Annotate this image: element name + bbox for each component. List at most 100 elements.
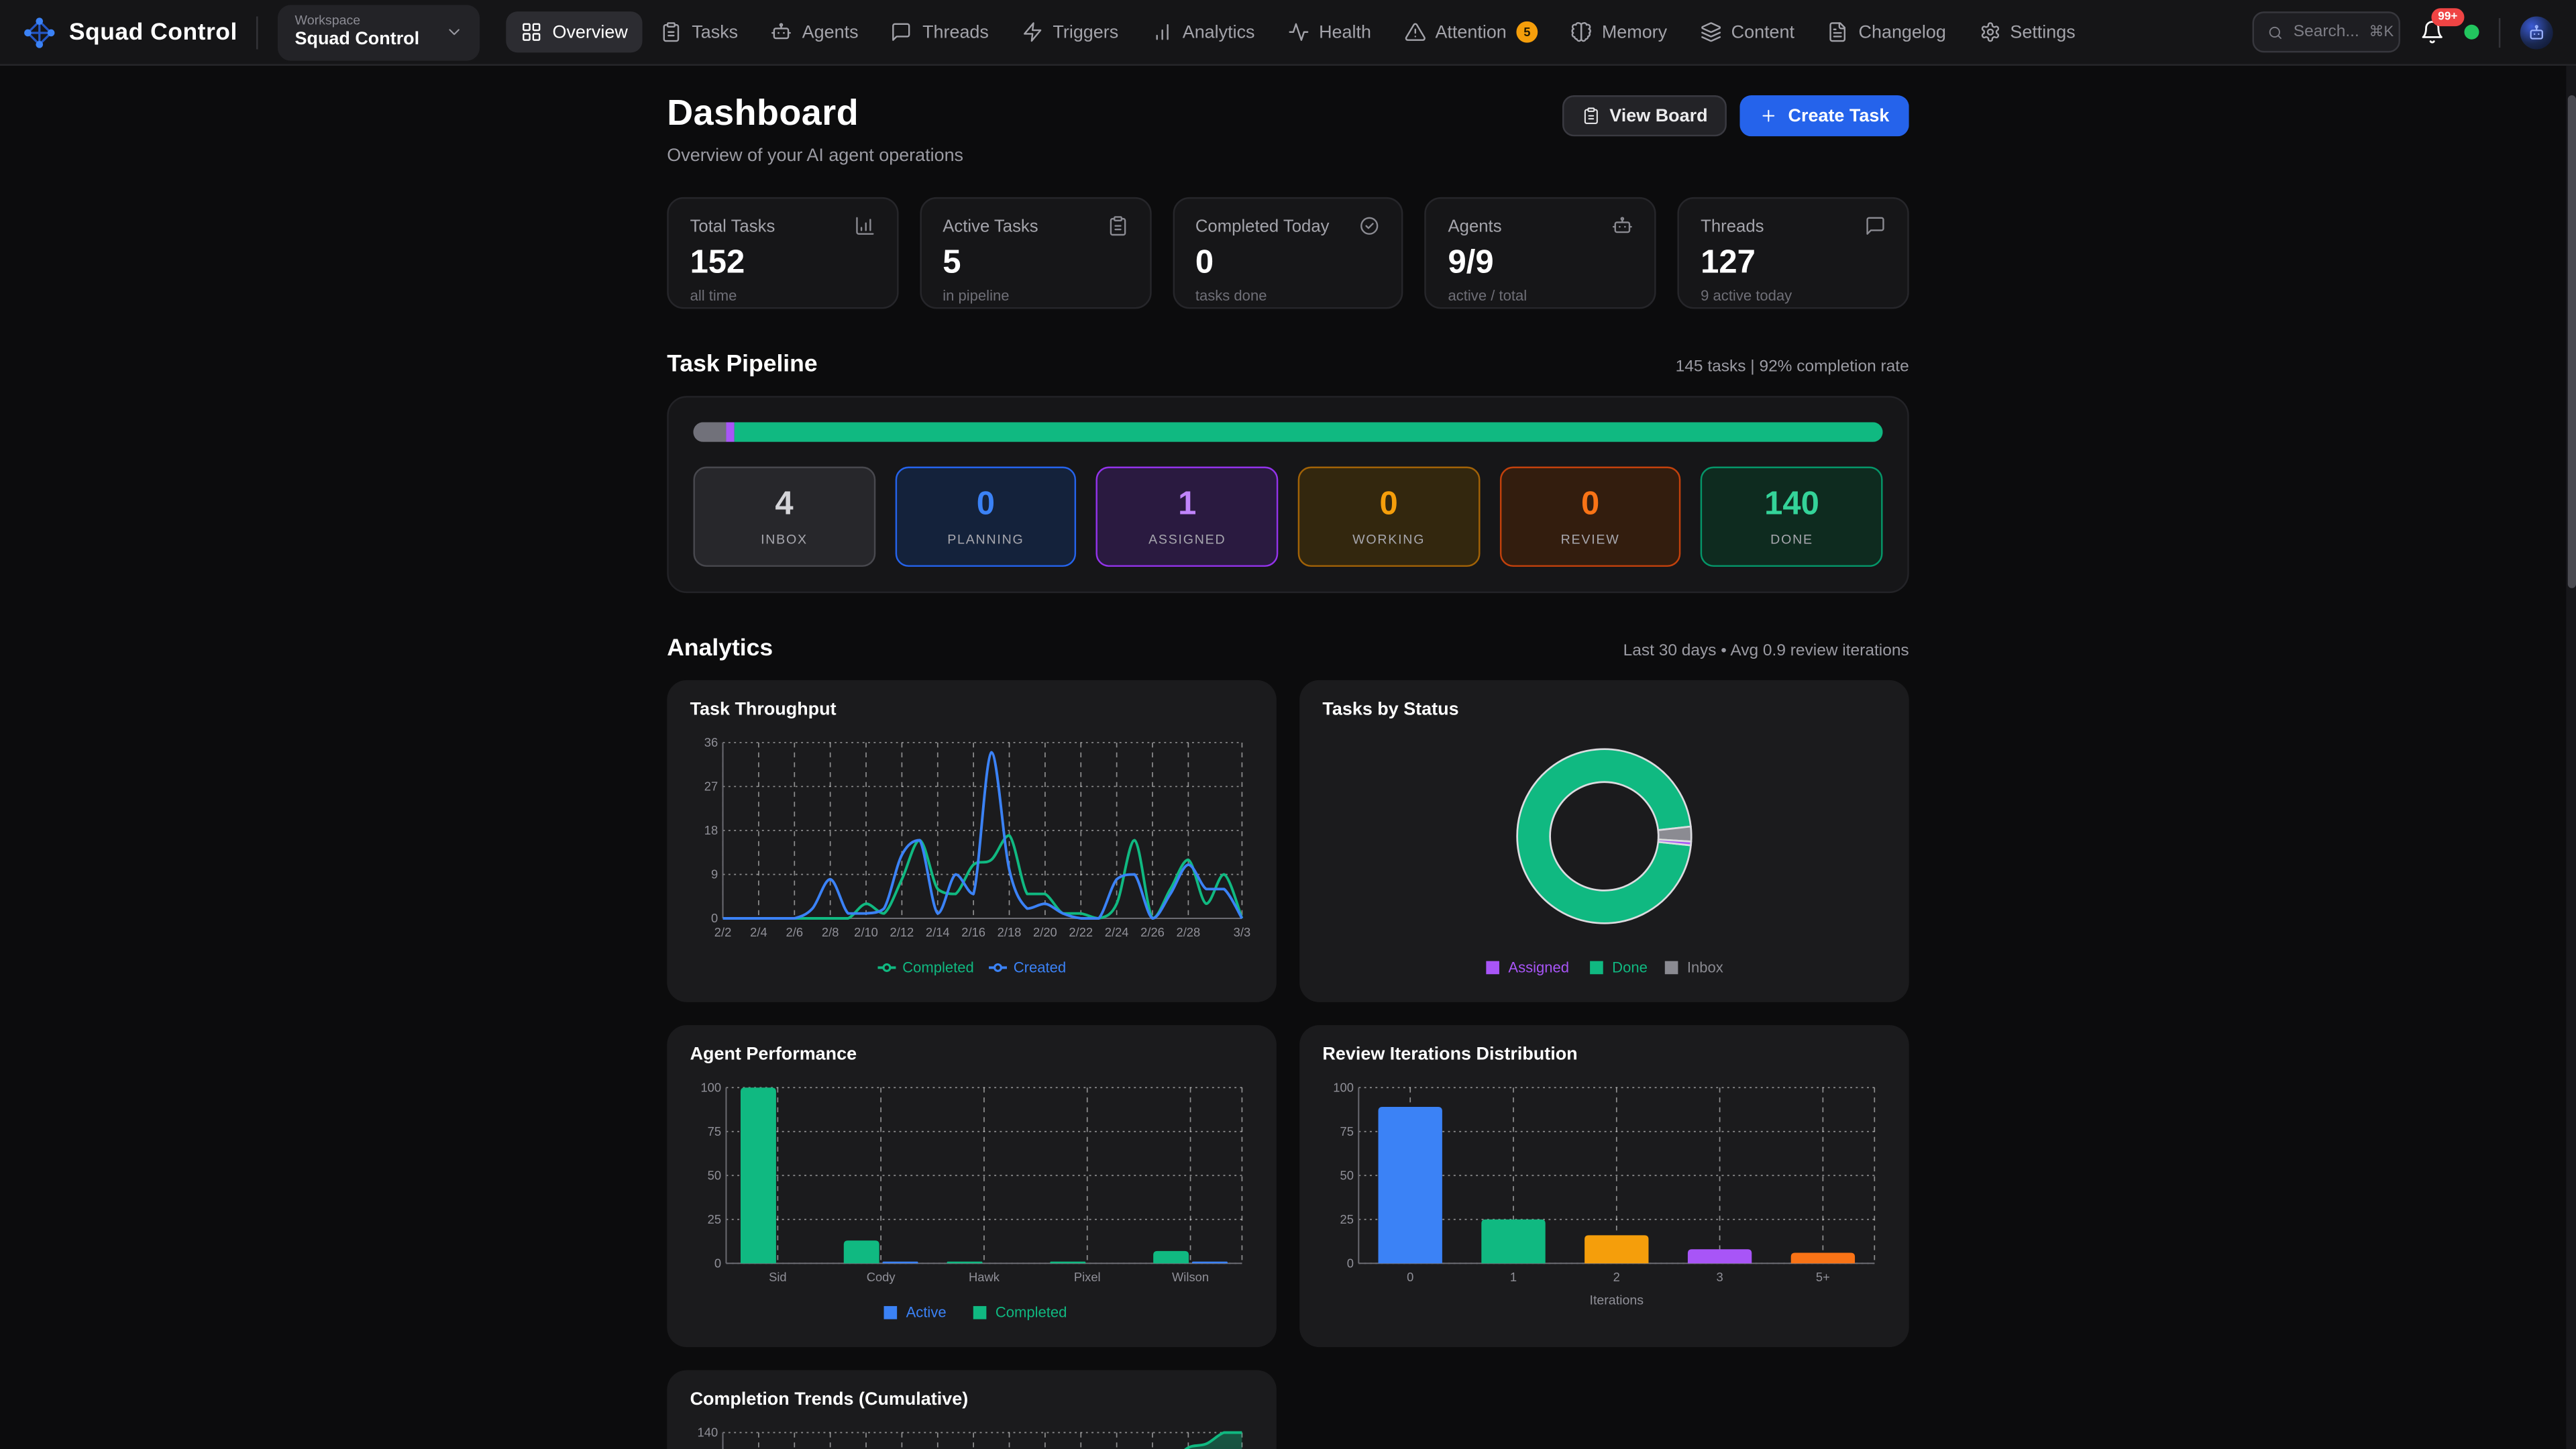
stat-card-completed-today: Completed Today 0 tasks done [1172, 197, 1404, 309]
page-subtitle: Overview of your AI agent operations [667, 146, 964, 166]
svg-text:2/24: 2/24 [1105, 925, 1129, 939]
stage-working: 0 WORKING [1297, 466, 1480, 567]
svg-text:2/12: 2/12 [890, 925, 914, 939]
stat-value: 127 [1701, 244, 1756, 281]
svg-text:Hawk: Hawk [969, 1270, 1000, 1284]
chart-card-completion-trends: Completion Trends (Cumulative) 0357010514… [667, 1370, 1277, 1449]
create-task-button[interactable]: Create Task [1740, 95, 1909, 137]
search-input[interactable]: Search... ⌘K [2252, 11, 2400, 53]
svg-text:9: 9 [711, 867, 718, 881]
svg-text:Done: Done [1612, 959, 1648, 975]
avatar[interactable] [2520, 15, 2553, 49]
nav-item-attention[interactable]: Attention 5 [1389, 11, 1552, 52]
layers-icon [1700, 21, 1721, 43]
svg-text:100: 100 [1333, 1080, 1354, 1094]
chart-title: Tasks by Status [1322, 700, 1459, 720]
chart-card-review-iterations: Review Iterations Distribution 0 25 50 75 100… [1299, 1025, 1909, 1348]
nav-item-content[interactable]: Content [1685, 11, 1809, 52]
completion-trends-chart: 035701051402/22/42/62/82/102/122/142/162… [698, 1426, 1243, 1449]
pipeline-progress-bar [693, 422, 1883, 442]
nav-item-label: Settings [2010, 22, 2076, 42]
svg-text:2/16: 2/16 [961, 925, 985, 939]
stage-planning: 0 PLANNING [894, 466, 1077, 567]
squad-control-logo-icon [23, 15, 56, 48]
svg-text:2/18: 2/18 [998, 925, 1022, 939]
stage-value: 1 [1178, 486, 1197, 523]
nav-item-label: Content [1731, 22, 1795, 42]
nav-item-settings[interactable]: Settings [1964, 11, 2090, 52]
svg-text:1: 1 [1510, 1270, 1517, 1284]
svg-text:2/28: 2/28 [1177, 925, 1201, 939]
nav-item-threads[interactable]: Threads [876, 11, 1003, 52]
nav-item-health[interactable]: Health [1273, 11, 1386, 52]
analytics-section-head: Analytics Last 30 days • Avg 0.9 review … [667, 636, 1909, 662]
scrollbar-thumb[interactable] [2567, 95, 2575, 588]
nav-item-changelog[interactable]: Changelog [1813, 11, 1961, 52]
svg-text:100: 100 [700, 1080, 721, 1094]
chevron-down-icon [445, 23, 464, 41]
divider [2498, 17, 2501, 47]
nav-item-label: Threads [922, 22, 989, 42]
pipeline-stages: 4 INBOX 0 PLANNING 1 ASSIGNED 0 WORKING 0 REVIEW 1… [693, 466, 1883, 567]
nav-item-analytics[interactable]: Analytics [1136, 11, 1269, 52]
analytics-meta: Last 30 days • Avg 0.9 review iterations [1623, 642, 1909, 661]
svg-text:2/4: 2/4 [750, 925, 767, 939]
svg-text:2/14: 2/14 [926, 925, 950, 939]
nav-item-label: Attention [1435, 22, 1507, 42]
svg-text:Active: Active [906, 1304, 947, 1321]
svg-text:18: 18 [704, 823, 718, 837]
nav-item-memory[interactable]: Memory [1556, 11, 1682, 52]
scrollbar-track[interactable] [2566, 65, 2576, 1449]
nav-item-label: Memory [1601, 22, 1668, 42]
check-circle-icon [1359, 215, 1381, 237]
svg-text:Created: Created [1014, 959, 1066, 975]
message-square-icon [1865, 215, 1886, 237]
svg-text:2/20: 2/20 [1033, 925, 1057, 939]
svg-text:50: 50 [708, 1168, 721, 1182]
activity-icon [1288, 21, 1309, 43]
nav-item-triggers[interactable]: Triggers [1007, 11, 1133, 52]
workspace-selector[interactable]: Workspace Squad Control [278, 4, 480, 60]
stat-sub: tasks done [1195, 287, 1267, 305]
task-throughput-chart: 0 9 18 27 36 2/2 2/4 2/6 2/8 2/10 2/12 2/14 2/16 2/18… [704, 735, 1251, 975]
nav-item-label: Changelog [1858, 22, 1946, 42]
svg-text:Sid: Sid [769, 1270, 787, 1284]
nav-item-tasks[interactable]: Tasks [646, 11, 753, 52]
stage-value: 0 [1580, 486, 1600, 523]
stage-label: WORKING [1352, 532, 1426, 547]
view-board-button[interactable]: View Board [1562, 95, 1727, 137]
workspace-label: Workspace [294, 12, 361, 28]
search-icon [2267, 24, 2284, 40]
analytics-title: Analytics [667, 635, 773, 662]
svg-text:3/3: 3/3 [1234, 925, 1251, 939]
grid-icon [521, 21, 543, 43]
stat-card-active-tasks: Active Tasks 5 in pipeline [919, 197, 1151, 309]
chart-title: Agent Performance [690, 1044, 857, 1065]
nav-item-label: Analytics [1182, 22, 1255, 42]
progress-segment-inbox [693, 422, 727, 442]
svg-text:Completed: Completed [996, 1304, 1067, 1321]
svg-text:Cody: Cody [867, 1270, 896, 1284]
charts-grid: Task Throughput 0 9 18 27 36 2/2 2/4 2/6 2/8 2/10 2… [667, 680, 1909, 1449]
svg-text:Inbox: Inbox [1687, 959, 1723, 975]
svg-text:2/6: 2/6 [786, 925, 804, 939]
stage-label: PLANNING [947, 532, 1024, 547]
stage-label: REVIEW [1560, 532, 1620, 547]
svg-text:25: 25 [1340, 1212, 1354, 1226]
search-placeholder: Search... [2293, 23, 2359, 42]
nav-item-agents[interactable]: Agents [756, 11, 873, 52]
message-square-icon [892, 21, 913, 43]
chart-column-icon [854, 215, 875, 237]
stat-sub: active / total [1448, 287, 1527, 305]
nav-item-label: Triggers [1053, 22, 1119, 42]
progress-segment-done [734, 422, 1883, 442]
notifications-button[interactable]: 99+ [2420, 8, 2465, 44]
svg-text:36: 36 [704, 735, 718, 749]
nav-item-overview[interactable]: Overview [506, 11, 643, 53]
stage-label: INBOX [761, 532, 808, 547]
bot-icon [1612, 215, 1633, 237]
stage-label: DONE [1770, 532, 1813, 547]
stat-value: 5 [943, 244, 961, 281]
chart-card-agent-performance: Agent Performance 0 25 50 75 100 Sid Cody Hawk Pi… [667, 1025, 1277, 1348]
svg-text:0: 0 [1407, 1270, 1413, 1284]
